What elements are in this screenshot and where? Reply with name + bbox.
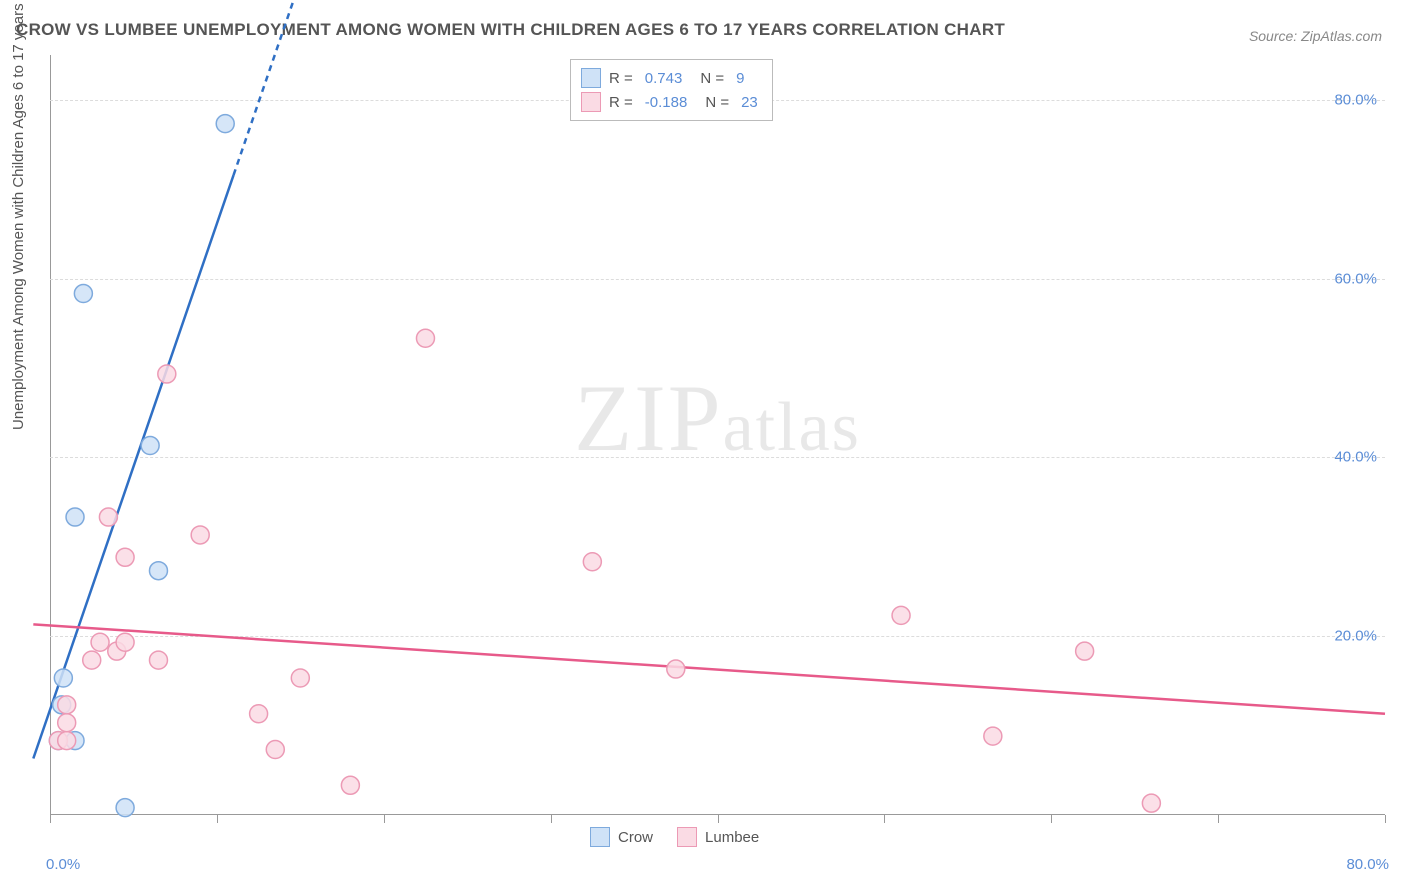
legend-rlabel2: R = <box>609 94 633 111</box>
series-swatch-lumbee <box>677 827 697 847</box>
x-tick-start: 0.0% <box>46 856 80 873</box>
source-label: Source: ZipAtlas.com <box>1249 28 1382 44</box>
legend-n-crow: 9 <box>736 70 744 87</box>
correlation-legend: R = 0.743 N = 9 R = -0.188 N = 23 <box>570 59 773 121</box>
series-swatch-crow <box>590 827 610 847</box>
series-name-lumbee: Lumbee <box>705 829 759 846</box>
legend-swatch-lumbee <box>581 92 601 112</box>
legend-rlabel: R = <box>609 70 633 87</box>
legend-r-crow: 0.743 <box>645 70 683 87</box>
legend-row-crow: R = 0.743 N = 9 <box>581 66 758 90</box>
legend-row-lumbee: R = -0.188 N = 23 <box>581 90 758 114</box>
chart-title: CROW VS LUMBEE UNEMPLOYMENT AMONG WOMEN … <box>16 20 1005 40</box>
legend-r-lumbee: -0.188 <box>645 94 688 111</box>
series-name-crow: Crow <box>618 829 653 846</box>
legend-nlabel2: N = <box>705 94 729 111</box>
x-tick-mark <box>1385 815 1386 823</box>
y-axis-label: Unemployment Among Women with Children A… <box>10 3 27 430</box>
x-tick-end: 80.0% <box>1346 856 1389 873</box>
series-legend-lumbee: Lumbee <box>677 827 759 847</box>
legend-n-lumbee: 23 <box>741 94 758 111</box>
legend-swatch-crow <box>581 68 601 88</box>
legend-nlabel: N = <box>700 70 724 87</box>
plot-svg <box>50 55 1385 845</box>
series-legend-crow: Crow <box>590 827 653 847</box>
chart-area: ZIPatlas 20.0%40.0%60.0%80.0% R = 0.743 … <box>50 55 1385 845</box>
series-legend: Crow Lumbee <box>590 827 759 847</box>
